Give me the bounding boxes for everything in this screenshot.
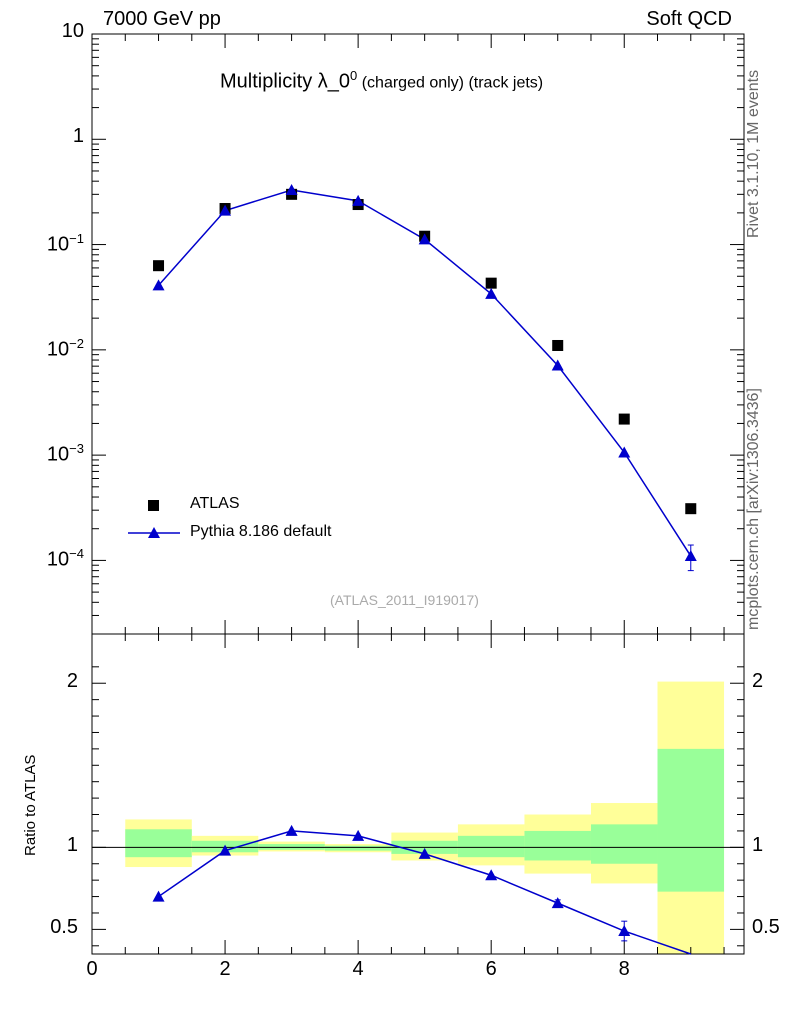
main-y-tick-label: 10−2 bbox=[24, 336, 84, 362]
chart-title-sup: 0 bbox=[350, 68, 358, 83]
mc-data-point bbox=[618, 446, 631, 458]
main-y-tick-label-exp: −4 bbox=[69, 546, 84, 562]
ratio-y-axis-label: Ratio to ATLAS bbox=[22, 754, 39, 856]
analysis-watermark: (ATLAS_2011_I919017) bbox=[330, 592, 479, 608]
chart-title: Multiplicity λ_00 (charged only) (track … bbox=[220, 68, 543, 94]
ratio-y-tick-label-left: 2 bbox=[66, 670, 78, 693]
ratio-band-inner bbox=[125, 829, 192, 858]
ratio-plot-frame bbox=[91, 633, 745, 955]
mc-data-point bbox=[152, 279, 165, 291]
mc-data-point bbox=[285, 183, 298, 195]
legend-mc-label: Pythia 8.186 default bbox=[190, 523, 332, 540]
legend-mc-marker bbox=[148, 527, 160, 538]
ratio-mc-point bbox=[285, 824, 298, 836]
main-y-tick-label: 10−3 bbox=[24, 441, 84, 467]
ratio-mc-point bbox=[152, 890, 165, 902]
mc-data-point bbox=[485, 287, 498, 299]
atlas-data-point bbox=[618, 413, 630, 425]
chart-title-sub: (charged only) (track jets) bbox=[357, 74, 544, 92]
main-y-tick-label: 10 bbox=[24, 20, 84, 43]
ratio-mc-point bbox=[352, 829, 365, 841]
main-y-tick-label-base: 10 bbox=[46, 549, 70, 572]
chart-title-main: Multiplicity λ_0 bbox=[220, 70, 351, 93]
legend-data-marker bbox=[148, 500, 159, 511]
main-y-tick-label-exp: −1 bbox=[69, 230, 84, 246]
mc-data-point bbox=[352, 194, 365, 206]
mc-data-point bbox=[551, 359, 564, 371]
header-left: 7000 GeV pp bbox=[103, 8, 221, 30]
main-y-tick-label-base: 10 bbox=[46, 443, 70, 466]
main-y-tick-label-base: 10 bbox=[61, 20, 84, 42]
main-y-tick-label: 1 bbox=[24, 125, 84, 148]
ratio-band-inner bbox=[324, 845, 392, 851]
header-right: Soft QCD bbox=[646, 8, 732, 30]
x-tick-label: 0 bbox=[86, 958, 98, 980]
mc-data-point bbox=[684, 550, 697, 562]
main-y-tick-label-exp: −3 bbox=[69, 441, 84, 457]
rivet-label: Rivet 3.1.10, 1M events bbox=[745, 69, 762, 238]
ratio-mc-point bbox=[219, 844, 232, 856]
ratio-y-tick-label-right: 0.5 bbox=[752, 916, 780, 939]
mc-data-point bbox=[219, 204, 232, 216]
ratio-y-tick-label-right: 1 bbox=[752, 834, 764, 857]
ratio-mc-point bbox=[485, 869, 498, 881]
atlas-data-point bbox=[552, 339, 564, 351]
main-plot-frame bbox=[91, 33, 745, 635]
ratio-y-tick-label-left: 1 bbox=[66, 834, 78, 857]
ratio-y-tick-label-right: 2 bbox=[752, 670, 764, 693]
ratio-mc-point bbox=[418, 847, 431, 859]
main-y-tick-label-exp: −2 bbox=[69, 335, 84, 351]
main-y-tick-label: 10−4 bbox=[24, 546, 84, 572]
main-y-tick-label-base: 10 bbox=[46, 338, 70, 361]
ratio-y-tick-label-left: 0.5 bbox=[50, 916, 78, 939]
atlas-data-point bbox=[485, 277, 497, 289]
ratio-band-inner bbox=[590, 824, 658, 864]
main-y-tick-label: 10−1 bbox=[24, 231, 84, 257]
x-tick-label: 6 bbox=[485, 958, 497, 980]
ratio-mc-point bbox=[551, 897, 564, 909]
x-tick-label: 4 bbox=[352, 958, 364, 980]
x-tick-label: 8 bbox=[618, 958, 630, 980]
main-y-tick-label-base: 10 bbox=[46, 233, 70, 256]
ratio-band-inner bbox=[657, 748, 725, 892]
mc-data-point bbox=[418, 233, 431, 245]
ratio-mc-point bbox=[618, 925, 631, 937]
x-tick-label: 2 bbox=[219, 958, 231, 980]
atlas-data-point bbox=[685, 503, 697, 515]
source-label: mcplots.cern.ch [arXiv:1306.3436] bbox=[745, 388, 762, 630]
legend-data-label: ATLAS bbox=[190, 495, 240, 512]
ratio-band-inner bbox=[524, 830, 591, 861]
main-y-tick-label-base: 1 bbox=[72, 125, 84, 148]
atlas-data-point bbox=[153, 260, 165, 272]
ratio-band-inner bbox=[457, 835, 525, 858]
